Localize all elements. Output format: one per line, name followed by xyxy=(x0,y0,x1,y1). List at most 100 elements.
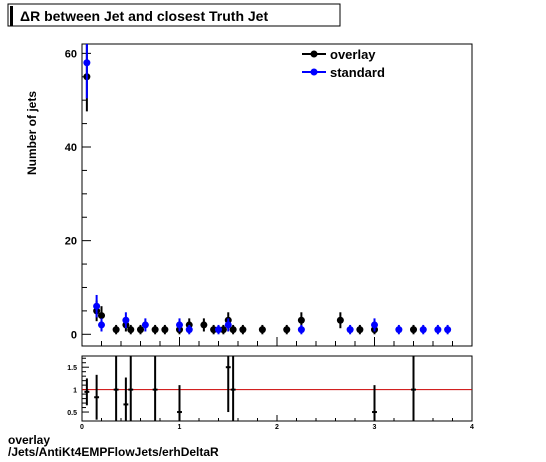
legend: overlay standard xyxy=(302,47,385,80)
ratio-point xyxy=(230,356,236,421)
overlay-marker xyxy=(219,326,227,334)
overlay-marker xyxy=(161,326,169,334)
legend-standard-marker xyxy=(310,68,318,76)
overlay-marker xyxy=(98,312,105,320)
ratio-point xyxy=(225,356,231,413)
y-tick-label: 40 xyxy=(65,142,77,154)
main-axes: 0 20 40 60 xyxy=(65,48,473,346)
y-tick-label: 1 xyxy=(73,388,77,395)
main-plot-frame xyxy=(81,43,473,347)
overlay-point xyxy=(112,324,120,335)
overlay-marker xyxy=(410,326,417,334)
overlay-marker xyxy=(151,326,159,334)
standard-point xyxy=(297,324,305,335)
ratio-point xyxy=(177,385,182,421)
overlay-point xyxy=(258,324,266,335)
standard-marker xyxy=(176,321,183,329)
overlay-point xyxy=(161,324,169,335)
overlay-marker xyxy=(283,326,291,334)
standard-marker xyxy=(297,326,305,334)
overlay-marker xyxy=(200,321,208,329)
standard-marker xyxy=(346,326,354,334)
y-tick-label: 0.5 xyxy=(67,410,77,417)
overlay-point xyxy=(336,312,344,329)
standard-point xyxy=(224,318,232,332)
overlay-marker xyxy=(112,326,120,334)
standard-point xyxy=(395,324,403,335)
standard-point xyxy=(444,324,452,335)
overlay-marker xyxy=(210,326,218,334)
overlay-marker xyxy=(297,316,305,324)
overlay-marker xyxy=(127,326,135,334)
standard-marker xyxy=(434,326,442,334)
overlay-marker xyxy=(229,326,237,334)
standard-marker xyxy=(419,326,427,334)
standard-marker xyxy=(215,326,222,334)
ratio-point xyxy=(411,356,416,421)
x-tick-label: 2 xyxy=(275,424,279,431)
ratio-point xyxy=(84,378,90,406)
standard-point xyxy=(176,318,183,332)
overlay-point xyxy=(229,324,237,335)
ratio-axes: 0 1 2 3 4 0.5 1 1.5 xyxy=(67,357,474,431)
standard-point xyxy=(215,324,222,335)
overlay-point xyxy=(283,324,291,335)
overlay-marker xyxy=(336,316,344,324)
overlay-point xyxy=(137,324,144,335)
legend-overlay-marker xyxy=(310,50,318,58)
overlay-point xyxy=(410,324,417,335)
title-box xyxy=(7,3,341,27)
ratio-point xyxy=(128,356,134,421)
x-tick-label: 4 xyxy=(470,424,474,431)
ratio-point xyxy=(113,356,119,421)
overlay-point xyxy=(219,324,227,335)
standard-marker xyxy=(141,321,149,329)
ratio-point xyxy=(372,385,377,421)
standard-marker xyxy=(185,326,193,334)
standard-marker xyxy=(371,321,378,329)
overlay-marker xyxy=(258,326,266,334)
y-axis-label: Number of jets xyxy=(25,91,39,175)
overlay-point xyxy=(200,318,208,332)
overlay-point xyxy=(239,324,247,335)
standard-marker xyxy=(98,321,105,329)
standard-point xyxy=(185,324,193,335)
main-data-marks xyxy=(83,44,452,335)
overlay-point xyxy=(210,324,218,335)
overlay-marker xyxy=(356,326,364,334)
x-tick-label: 1 xyxy=(178,424,182,431)
footer-line-2: /Jets/AntiKt4EMPFlowJets/erhDeltaR xyxy=(8,445,219,459)
y-tick-label: 20 xyxy=(65,236,77,248)
standard-point xyxy=(434,324,442,335)
overlay-marker xyxy=(239,326,247,334)
y-tick-label: 60 xyxy=(65,48,77,60)
overlay-point xyxy=(151,324,159,335)
chart-title: ΔR between Jet and closest Truth Jet xyxy=(20,8,268,24)
title-box-shadow xyxy=(10,6,13,26)
overlay-marker xyxy=(137,326,144,334)
standard-marker xyxy=(122,316,130,324)
ratio-point xyxy=(152,356,158,421)
footer-line-1: overlay xyxy=(8,433,51,447)
standard-point xyxy=(98,318,105,332)
standard-marker xyxy=(395,326,403,334)
overlay-point xyxy=(356,324,364,335)
ratio-point xyxy=(123,377,129,421)
legend-overlay-label: overlay xyxy=(330,47,376,62)
legend-standard-label: standard xyxy=(330,65,385,80)
ratio-data-marks xyxy=(84,356,416,421)
standard-marker xyxy=(444,326,452,334)
y-tick-label: 1.5 xyxy=(67,365,77,372)
standard-point xyxy=(122,312,130,329)
x-tick-label: 3 xyxy=(373,424,377,431)
standard-marker xyxy=(224,321,232,329)
standard-point xyxy=(419,324,427,335)
standard-point xyxy=(93,294,101,318)
ratio-point xyxy=(94,374,100,420)
x-tick-label: 0 xyxy=(80,424,84,431)
standard-point xyxy=(346,324,354,335)
y-tick-label: 0 xyxy=(71,329,77,341)
standard-point xyxy=(83,44,91,99)
standard-point xyxy=(371,318,378,332)
